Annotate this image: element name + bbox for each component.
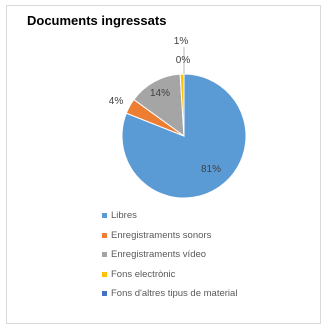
chart-title: Documents ingressats: [27, 13, 167, 28]
legend-label: Enregistraments sonors: [111, 229, 212, 241]
legend-swatch: [102, 232, 107, 238]
legend-label: Enregistraments vídeo: [111, 249, 207, 261]
legend-swatch: [102, 213, 107, 219]
legend-item-libres: Libres: [102, 206, 237, 226]
legend-item-fons-d-altres-tipus-de-material: Fons d'altres tipus de material: [102, 284, 237, 304]
pie-slice-enregistraments-video: [133, 73, 185, 138]
data-label-libres: 81%: [201, 164, 221, 175]
data-label-enregistraments-video: 14%: [150, 88, 170, 99]
data-label-fons-electronic: 1%: [174, 36, 189, 47]
legend-swatch: [102, 252, 107, 258]
legend-swatch: [102, 271, 107, 277]
legend-label: Libres: [111, 210, 137, 222]
legend-swatch: [102, 291, 107, 297]
legend-label: Fons d'altres tipus de material: [111, 288, 238, 300]
chart-legend: Libres Enregistraments sonors Enregistrame…: [102, 206, 237, 304]
legend-item-fons-electronic: Fons electrònic: [102, 265, 237, 285]
legend-item-enregistraments-sonors: Enregistraments sonors: [102, 226, 237, 246]
legend-item-enregistraments-video: Enregistraments vídeo: [102, 245, 237, 265]
data-label-enregistraments-sonors: 4%: [109, 96, 124, 107]
legend-label: Fons electrònic: [111, 268, 176, 280]
data-label-fons-d-altres-tipus-de-material: 0%: [176, 55, 191, 66]
